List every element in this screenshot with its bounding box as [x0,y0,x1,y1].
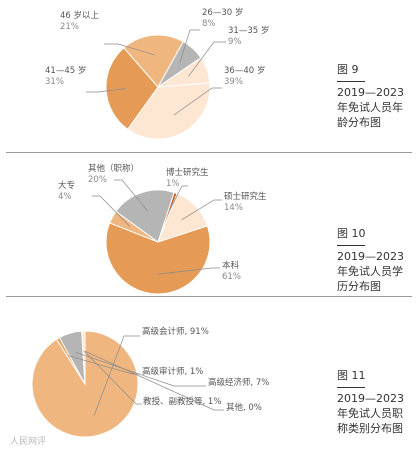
caption-line: 龄分布图 [337,116,381,129]
caption-line: 年免试人员职 [337,407,403,420]
slice-name-label: 31—35 岁 [228,25,269,36]
slice-name-label: 46 岁以上 [60,10,100,21]
leader-line [114,179,149,212]
caption-line: 2019—2023 [337,392,404,405]
caption-figure-9: 图 9 2019—2023 年免试人员年 龄分布图 [337,62,404,130]
slice-name-label: 本科 [222,260,240,271]
slice-name-label: 36—40 岁 [224,65,265,76]
figure-number: 图 10 [337,227,366,240]
slice-pct-label: 31% [45,77,64,87]
slice-pct-label: 14% [224,203,243,213]
leader-line [168,185,188,212]
caption-line: 年免试人员学 [337,265,403,278]
caption-line: 2019—2023 [337,250,404,263]
pie-slice [105,47,159,130]
caption-rule [337,81,365,82]
caption-line: 年免试人员年 [337,101,403,114]
leader-line [156,267,220,275]
pie-slice [31,330,139,438]
slice-name-label: 博士研究生 [166,167,209,178]
leader-line [188,41,226,77]
leader-line [84,350,224,411]
slice-name-label: 硕士研究生 [224,191,267,202]
leader-line [93,335,140,416]
caption-line: 历分布图 [337,280,381,293]
slice-label: 高级会计师, 91% [142,326,209,337]
leader-line [181,199,222,221]
watermark: 人民网评 [10,437,47,447]
caption-rule [337,387,365,388]
slice-pct-label: 61% [222,272,241,282]
caption-figure-10: 图 10 2019—2023 年免试人员学 历分布图 [337,226,404,294]
pie-slice [123,34,184,88]
caption-line: 2019—2023 [337,86,404,99]
leader-line [179,29,200,64]
leader-line [104,43,155,56]
leader-line [173,87,222,116]
leader-line [75,352,206,387]
figure-number: 图 9 [337,63,359,76]
pie-slice [81,330,86,385]
caption-figure-11: 图 11 2019—2023 年免试人员职 称类别分布图 [337,368,404,436]
slice-pct-label: 39% [224,77,243,87]
slice-pct-label: 20% [88,175,107,185]
slice-pct-label: 9% [228,37,242,47]
slice-pct-label: 4% [58,192,72,202]
slice-pct-label: 1% [166,179,180,189]
slice-label: 高级经济师, 7% [208,377,269,388]
slice-pct-label: 21% [60,22,79,32]
figure-number: 图 11 [337,369,366,382]
pie-slice [126,82,211,140]
leader-line [68,355,140,375]
section-divider [6,152,412,153]
leader-line [83,350,142,405]
section-divider [6,296,412,297]
pie-slice [115,189,175,243]
slice-label: 教授、副教授等, 1% [143,396,221,407]
slice-name-label: 大专 [58,180,75,191]
slice-name-label: 26—30 岁 [202,7,243,18]
slice-label: 其他, 0% [226,402,262,413]
caption-line: 称类别分布图 [337,422,403,435]
leader-line [92,195,130,227]
pie-slice [105,222,211,295]
slice-label: 高级审计师, 1% [142,366,203,377]
slice-name-label: 41—45 岁 [45,65,86,76]
leader-line [86,88,126,93]
slice-pct-label: 8% [202,19,216,29]
caption-rule [337,245,365,246]
slice-name-label: 其他（职称） [88,163,139,174]
